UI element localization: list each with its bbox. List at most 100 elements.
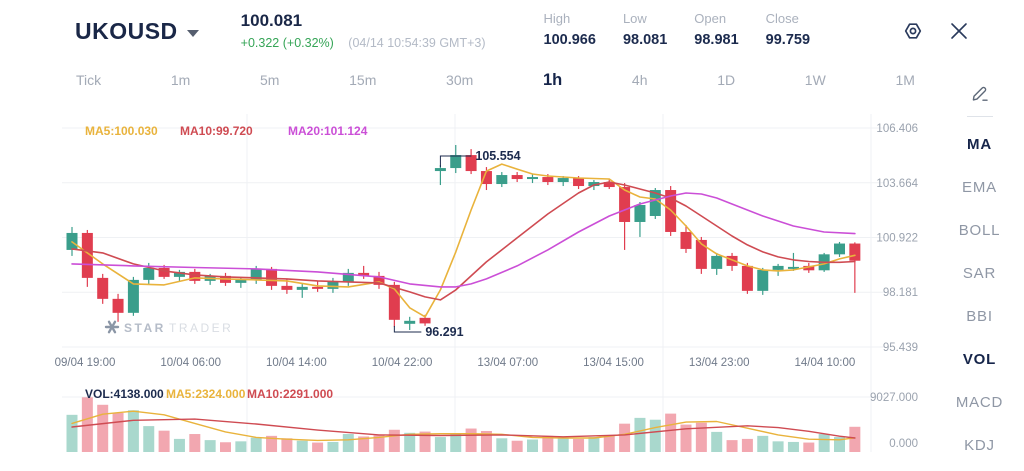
- volume-bar: [757, 435, 769, 452]
- ma-line-ma5: [71, 163, 856, 318]
- x-axis-label: 13/04 23:00: [689, 357, 750, 369]
- volume-bar: [312, 442, 324, 452]
- volume-bar: [665, 413, 677, 452]
- price-axis-label: 100.922: [876, 233, 918, 245]
- volume-bar: [803, 442, 815, 452]
- tab-1d[interactable]: 1D: [711, 68, 741, 92]
- candle-body: [465, 155, 477, 172]
- x-axis-label: 13/04 15:00: [583, 357, 644, 369]
- tab-1h[interactable]: 1h: [537, 67, 568, 94]
- volume-bar: [496, 438, 508, 452]
- volume-bar: [189, 434, 201, 452]
- quote-timestamp: (04/14 10:54:39 GMT+3): [348, 36, 486, 50]
- sidebar-item-kdj[interactable]: KDJ: [964, 437, 995, 454]
- price-change: +0.322 (+0.32%): [240, 36, 334, 50]
- volume-bar: [173, 438, 185, 452]
- candle-body: [741, 265, 753, 291]
- candle-body: [173, 271, 185, 277]
- tab-1m[interactable]: 1M: [889, 68, 920, 92]
- price-ma-label: MA20:101.124: [288, 124, 368, 138]
- candle-body: [81, 232, 93, 278]
- candle-body: [573, 178, 585, 187]
- candle-body: [419, 317, 431, 324]
- high-annotation-line: [439, 155, 472, 168]
- stat-low: Low 98.081: [623, 11, 667, 48]
- volume-bar: [127, 410, 139, 452]
- symbol-name: UKOUSD: [75, 18, 178, 44]
- candle-body: [849, 243, 861, 261]
- volume-bar: [588, 437, 600, 452]
- low-annotation: 96.291: [425, 325, 463, 339]
- volume-bar: [695, 422, 707, 452]
- sidebar-item-vol[interactable]: VOL: [962, 351, 997, 368]
- symbol-selector[interactable]: UKOUSD: [75, 18, 199, 45]
- tab-5m[interactable]: 5m: [254, 68, 285, 92]
- stat-label: Close: [765, 11, 799, 26]
- volume-bar: [97, 404, 109, 452]
- candle-body: [496, 175, 508, 185]
- tab-1w[interactable]: 1W: [799, 68, 832, 92]
- volume-bar: [834, 437, 845, 452]
- price-ma-label: MA5:100.030: [85, 124, 158, 138]
- candle-body: [158, 267, 170, 277]
- volume-bar: [542, 435, 554, 452]
- sidebar-item-ema[interactable]: EMA: [962, 179, 997, 196]
- sidebar-item-macd[interactable]: MACD: [955, 394, 1004, 411]
- volume-bar: [158, 430, 170, 452]
- indicator-sidebar: MA EMA BOLL SAR BBI VOL MACD KDJ: [935, 60, 1024, 471]
- draw-tools-icon[interactable]: [968, 82, 992, 106]
- sidebar-item-boll[interactable]: BOLL: [958, 222, 1001, 239]
- svg-text:TRADER: TRADER: [169, 321, 233, 335]
- x-axis-label: 14/04 10:00: [795, 357, 856, 369]
- price-axis-label: 103.664: [876, 178, 918, 190]
- candle-body: [634, 205, 646, 222]
- volume-bar: [358, 436, 370, 452]
- volume-bar: [66, 414, 78, 452]
- tab-4h[interactable]: 4h: [626, 68, 654, 92]
- stat-value: 98.081: [622, 32, 668, 48]
- volume-bar: [450, 434, 462, 452]
- candle-body: [281, 285, 293, 290]
- ohlc-stats: High 100.966 Low 98.081 Open 98.981 Close 99.75…: [544, 11, 811, 48]
- candle-body: [711, 255, 723, 269]
- volume-bar: [726, 440, 738, 452]
- candle-body: [834, 243, 845, 255]
- candle-body: [787, 266, 799, 269]
- volume-bar: [818, 434, 830, 452]
- tab-15m[interactable]: 15m: [343, 68, 382, 92]
- candle-body: [127, 279, 139, 313]
- volume-bar: [204, 440, 216, 452]
- candle-body: [342, 272, 354, 282]
- candle-body: [603, 182, 615, 188]
- settings-icon[interactable]: [900, 18, 926, 44]
- volume-bar: [342, 434, 354, 452]
- sidebar-item-bbi[interactable]: BBI: [966, 308, 993, 325]
- candle-body: [527, 177, 538, 180]
- tab-30m[interactable]: 30m: [440, 68, 479, 92]
- chart-canvas[interactable]: 106.406 103.664 100.922 98.181 95.439 9027.00…: [0, 100, 935, 471]
- volume-axis-label: 9027.000: [870, 392, 918, 404]
- candle-body: [250, 268, 262, 280]
- stat-label: High: [543, 11, 571, 26]
- candle-body: [97, 277, 109, 299]
- volume-bar: [634, 417, 646, 452]
- tab-tick[interactable]: Tick: [70, 68, 107, 92]
- candle-body: [312, 286, 324, 289]
- volume-bar: [434, 437, 446, 452]
- price-axis-label: 98.181: [883, 287, 918, 299]
- candle-body: [327, 281, 339, 289]
- candle-body: [434, 168, 446, 172]
- high-annotation: 105.554: [475, 149, 520, 163]
- stat-label: Open: [694, 11, 727, 26]
- close-icon[interactable]: [946, 18, 972, 44]
- sidebar-item-sar[interactable]: SAR: [962, 265, 997, 282]
- stat-value: 100.966: [543, 32, 596, 48]
- header: UKOUSD 100.081 +0.322 (+0.32%) (04/14 10…: [0, 0, 1024, 60]
- sidebar-item-ma[interactable]: MA: [967, 136, 992, 153]
- volume-bar: [511, 440, 523, 452]
- x-axis-label: 10/04 14:00: [266, 357, 327, 369]
- last-price: 100.081: [240, 11, 303, 30]
- indicator-list: MA EMA BOLL SAR BBI VOL MACD KDJ: [935, 123, 1024, 467]
- tab-1m[interactable]: 1m: [165, 68, 196, 92]
